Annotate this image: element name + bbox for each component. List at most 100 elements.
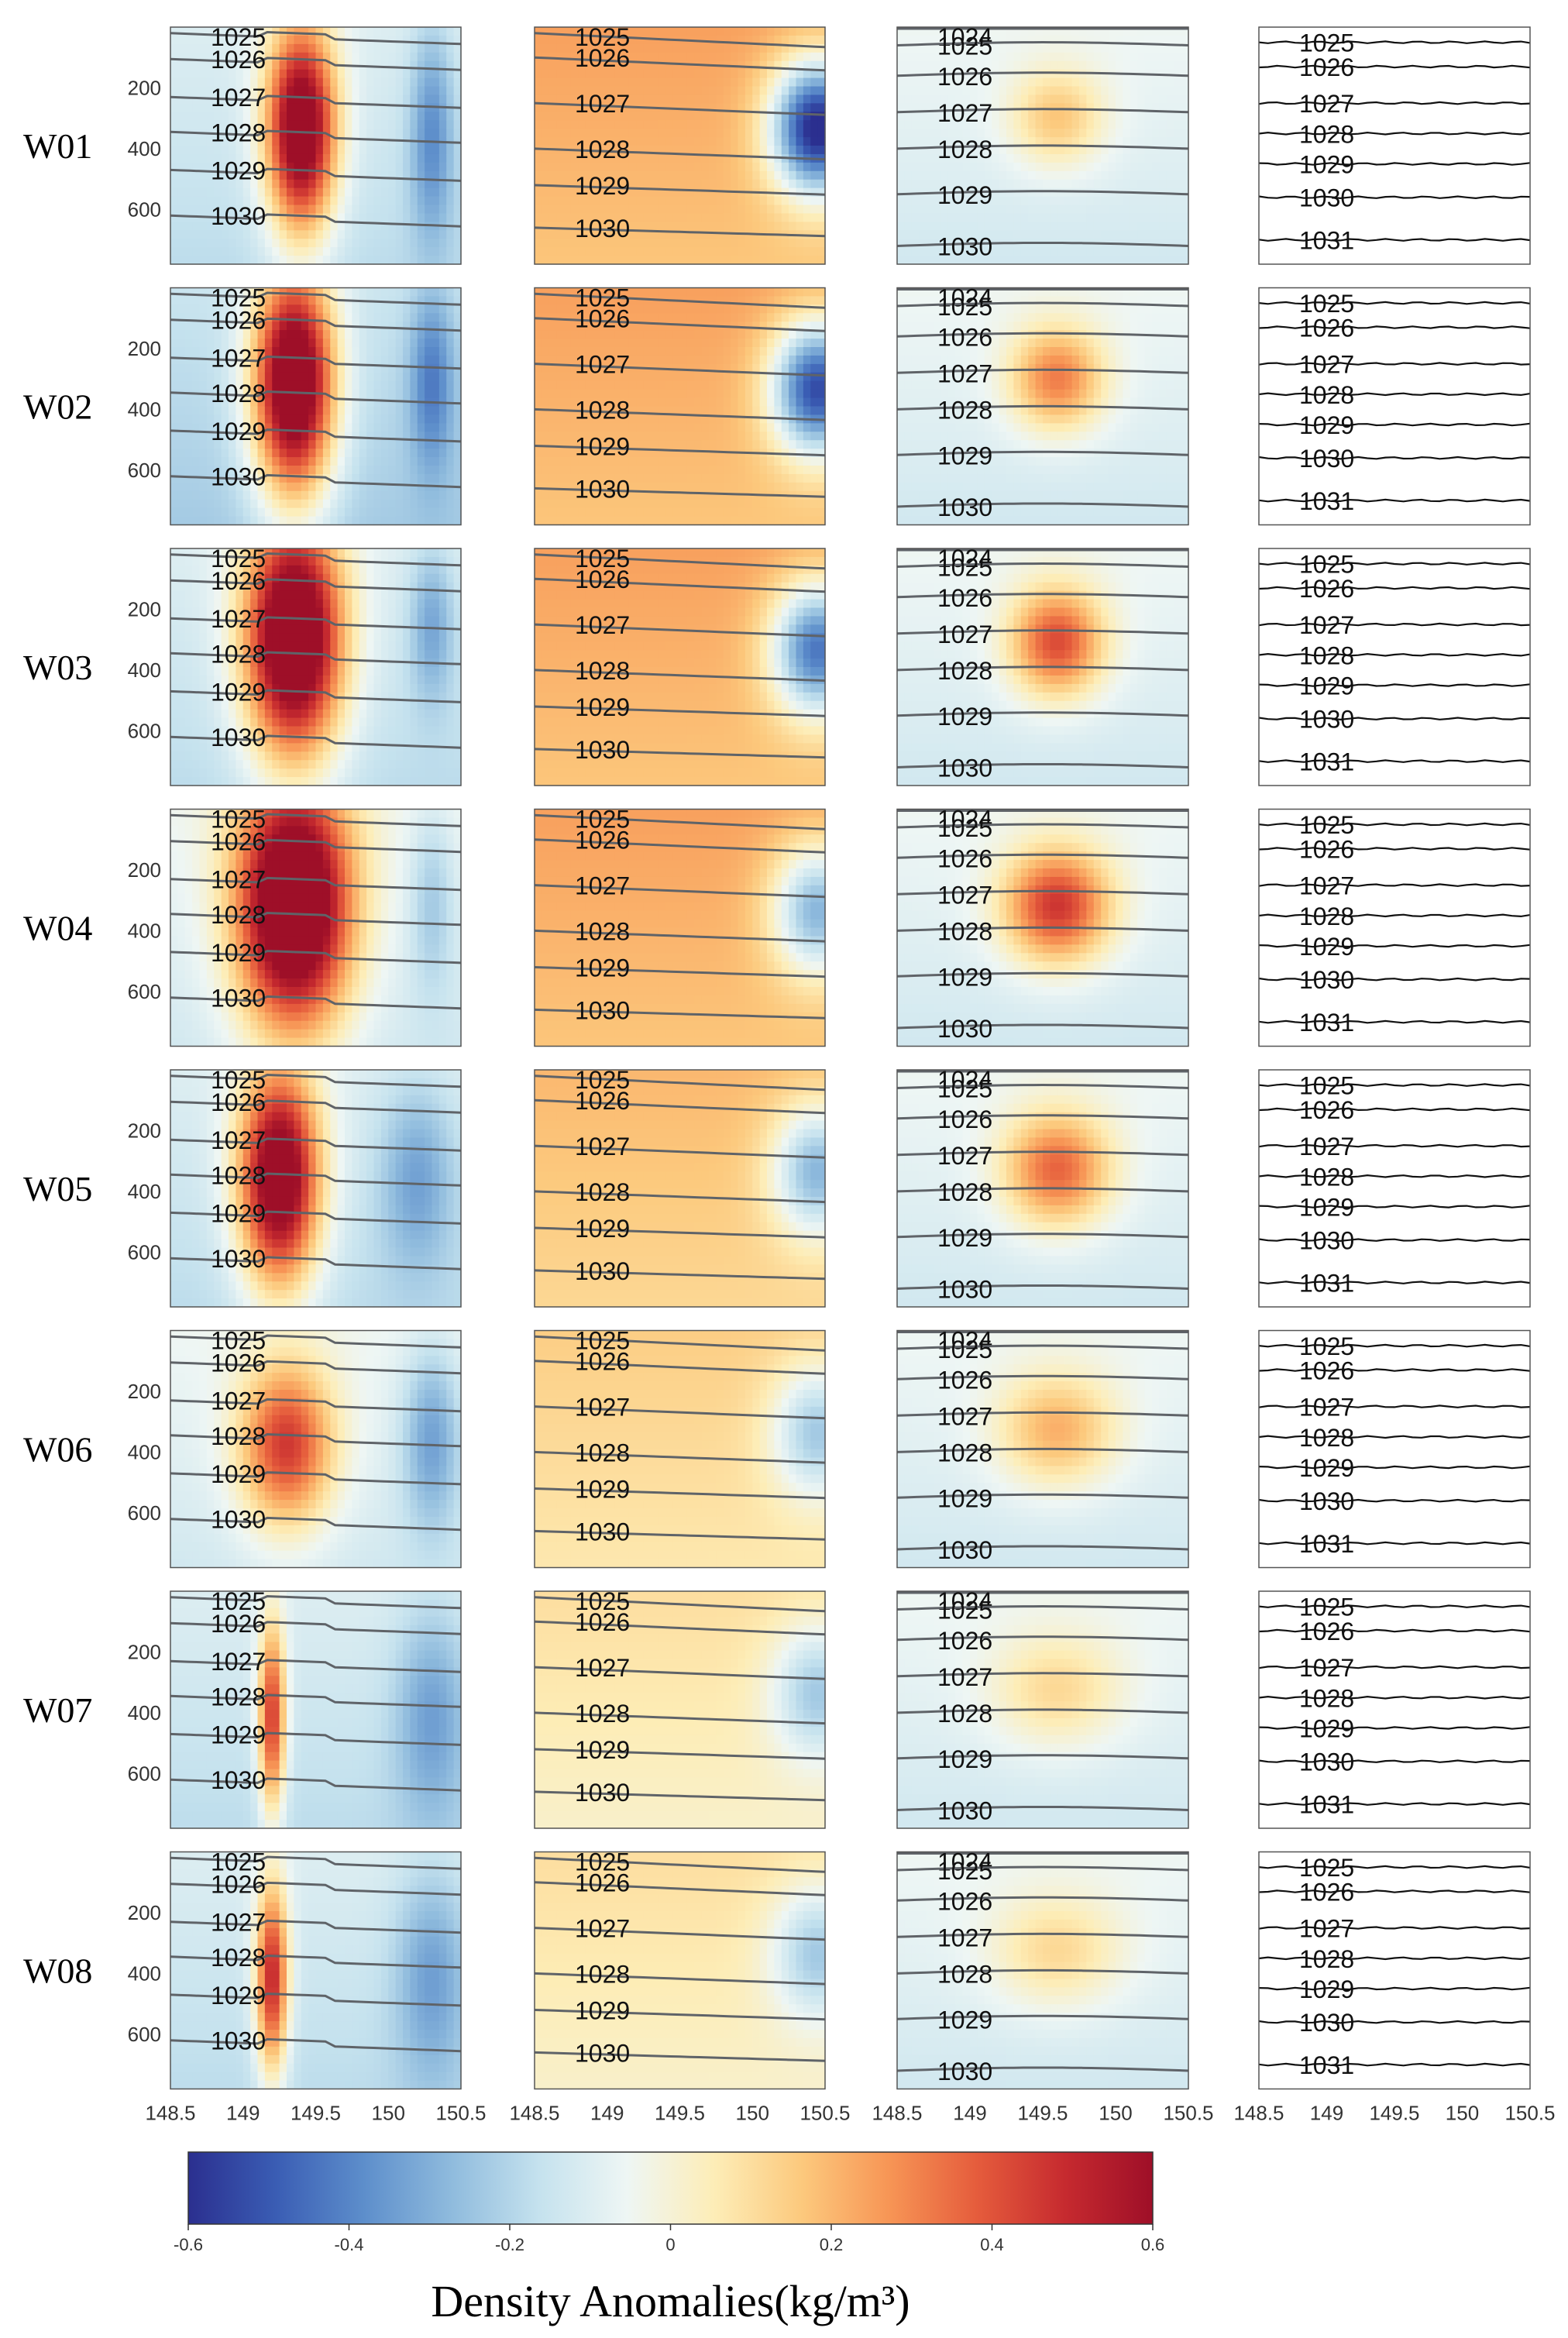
heatmap-cell [330,347,339,356]
heatmap-cell [221,330,229,339]
heatmap-cell [636,95,645,104]
heatmap-cell [934,146,941,155]
heatmap-cell [250,440,259,449]
heatmap-cell [453,414,462,424]
heatmap-cell [395,129,404,138]
heatmap-cell [170,170,178,181]
heatmap-cell [380,380,389,390]
heatmap-cell [453,196,462,206]
heatmap-cell [1130,153,1138,163]
heatmap-cell [272,397,280,407]
heatmap-cell [432,179,440,189]
heatmap-cell [257,43,266,53]
heatmap-cell [315,482,324,492]
heatmap-cell [446,69,455,79]
heatmap-cell [192,321,201,331]
heatmap-cell [709,77,717,88]
heatmap-cell [432,146,440,155]
heatmap-cell [1028,162,1037,172]
heatmap-cell [1108,196,1116,206]
heatmap-cell [221,205,229,215]
heatmap-cell [438,205,447,215]
heatmap-cell [236,179,244,189]
heatmap-cell [279,499,287,509]
heatmap-cell [636,153,645,163]
heatmap-cell [438,146,447,155]
heatmap-cell [1071,35,1080,45]
heatmap-cell [257,449,266,458]
heatmap-cell [438,473,447,483]
heatmap-cell [221,397,229,407]
heatmap-cell [294,296,302,305]
heatmap-cell [1093,43,1102,53]
heatmap-cell [352,431,360,441]
heatmap-cell [643,304,652,314]
heatmap-cell [759,137,768,146]
heatmap-cell [636,287,645,297]
heatmap-cell [919,86,927,96]
heatmap-cell [1093,179,1102,189]
heatmap-cell [636,129,645,138]
heatmap-cell [177,296,186,305]
heatmap-cell [767,170,775,181]
heatmap-cell [337,397,346,407]
heatmap-cell [199,304,208,314]
heatmap-cell [651,162,658,172]
heatmap-cell [287,449,294,458]
heatmap-cell [1137,103,1146,112]
heatmap-cell [229,43,236,53]
heatmap-cell [934,43,941,53]
heatmap-cell [264,372,273,382]
heatmap-cell [272,372,280,382]
heatmap-cell [315,187,324,198]
heatmap-cell [752,103,761,112]
heatmap-cell [955,52,964,62]
heatmap-cell [621,179,630,189]
heatmap-cell [789,179,797,189]
heatmap-cell [600,380,608,390]
heatmap-cell [709,239,717,248]
heatmap-cell [1123,230,1131,239]
heatmap-cell [665,247,673,256]
heatmap-cell [658,153,666,163]
heatmap-cell [955,205,964,215]
heatmap-cell [294,406,302,416]
heatmap-cell [585,103,593,112]
heatmap-cell [308,372,317,382]
heatmap-cell [395,457,404,466]
heatmap-cell [636,507,645,517]
heatmap-cell [716,129,724,138]
heatmap-cell [410,205,418,215]
heatmap-cell [395,339,404,348]
heatmap-cell [1116,247,1123,256]
heatmap-cell [781,256,789,265]
heatmap-cell [403,170,411,181]
heatmap-cell [352,205,360,215]
heatmap-cell [947,146,956,155]
heatmap-cell [970,112,978,121]
heatmap-cell [184,330,193,339]
contour-label: 1027 [937,99,992,127]
heatmap-cell [366,162,375,172]
heatmap-cell [694,52,703,62]
heatmap-cell [897,153,905,163]
heatmap-cell [272,239,280,248]
heatmap-cell [373,313,382,322]
heatmap-cell [556,69,565,79]
heatmap-cell [1123,95,1131,104]
heatmap-cell [984,230,992,239]
heatmap-cell [977,129,985,138]
heatmap-cell [287,431,294,441]
heatmap-cell [359,440,367,449]
heatmap-cell [446,230,455,239]
heatmap-cell [593,187,600,198]
heatmap-cell [308,137,317,146]
heatmap-cell [585,187,593,198]
heatmap-cell [636,170,645,181]
heatmap-cell [752,77,761,88]
heatmap-cell [388,256,397,265]
heatmap-cell [738,103,746,112]
heatmap-cell [242,516,251,526]
heatmap-cell [410,77,418,88]
heatmap-cell [658,170,666,181]
